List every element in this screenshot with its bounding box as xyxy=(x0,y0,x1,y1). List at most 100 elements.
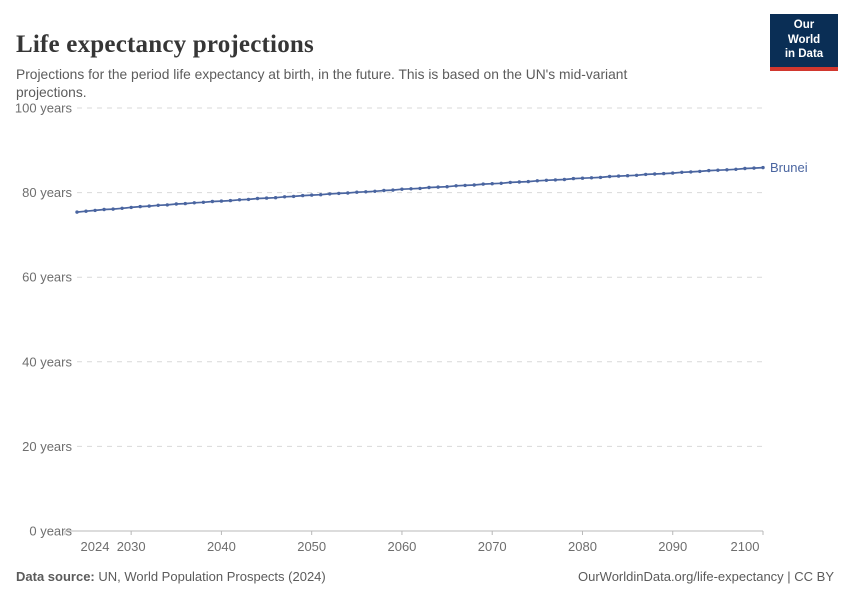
data-point-marker xyxy=(716,168,720,172)
x-axis-tick-label: 2070 xyxy=(478,539,507,554)
data-point-marker xyxy=(427,185,431,190)
data-point-marker xyxy=(743,166,747,171)
data-point-marker xyxy=(689,170,693,174)
data-point-marker xyxy=(382,188,386,193)
data-point-marker xyxy=(210,199,215,204)
data-point-marker xyxy=(282,195,287,199)
data-point-marker xyxy=(445,185,449,189)
data-point-marker xyxy=(707,168,711,173)
footer-source: Data source: UN, World Population Prospe… xyxy=(16,569,326,584)
data-point-marker xyxy=(219,199,224,203)
series-label-brunei[interactable]: Brunei xyxy=(770,160,808,175)
data-point-marker xyxy=(644,172,648,177)
data-point-marker xyxy=(165,203,169,207)
x-axis-tick-label: 2040 xyxy=(207,539,236,554)
data-point-marker xyxy=(634,173,639,177)
y-axis-tick-label: 100 years xyxy=(15,101,73,116)
y-axis-tick-label: 80 years xyxy=(22,185,72,200)
data-point-marker xyxy=(653,172,657,176)
data-point-marker xyxy=(183,201,187,206)
data-point-marker xyxy=(454,184,458,188)
data-point-marker xyxy=(156,203,160,207)
data-point-marker xyxy=(255,196,260,201)
data-point-marker xyxy=(625,174,630,178)
data-point-marker xyxy=(607,174,612,179)
x-axis-tick-label: 2100 xyxy=(731,539,760,554)
data-point-marker xyxy=(120,206,124,210)
data-point-marker xyxy=(598,175,603,180)
data-point-marker xyxy=(273,196,278,200)
owid-logo[interactable]: Our World in Data xyxy=(770,14,838,72)
y-axis-tick-label: 40 years xyxy=(22,354,72,369)
data-point-marker xyxy=(544,178,549,182)
data-point-marker xyxy=(734,167,738,171)
data-point-marker xyxy=(499,181,503,185)
data-point-marker xyxy=(508,180,512,185)
data-point-marker xyxy=(571,176,576,181)
footer-source-text: UN, World Population Prospects (2024) xyxy=(94,569,326,584)
data-point-marker xyxy=(364,190,368,194)
data-point-marker xyxy=(174,202,178,206)
data-point-marker xyxy=(111,207,115,211)
data-point-marker xyxy=(481,182,485,186)
data-point-marker xyxy=(698,169,702,174)
data-point-marker xyxy=(553,178,558,182)
data-point-marker xyxy=(517,180,521,184)
x-axis-tick-label: 2060 xyxy=(387,539,416,554)
data-point-marker xyxy=(129,205,133,210)
data-point-marker xyxy=(373,189,377,193)
x-axis-tick-label: 2090 xyxy=(658,539,687,554)
data-point-marker xyxy=(671,171,675,175)
data-point-marker xyxy=(301,193,305,198)
data-point-marker xyxy=(237,198,242,202)
data-point-marker xyxy=(355,190,359,194)
data-point-marker xyxy=(192,201,196,205)
x-axis-tick-label: 2024 xyxy=(81,539,110,554)
data-point-marker xyxy=(75,210,79,214)
data-point-marker xyxy=(490,182,494,186)
data-point-marker xyxy=(328,192,332,196)
page-title: Life expectancy projections xyxy=(16,30,314,58)
x-axis-tick-label: 2050 xyxy=(297,539,326,554)
data-point-marker xyxy=(246,197,251,202)
data-point-marker xyxy=(102,207,106,212)
data-point-marker xyxy=(147,204,151,208)
data-point-marker xyxy=(463,183,467,188)
data-point-marker xyxy=(662,171,666,176)
data-point-marker xyxy=(319,193,323,197)
data-point-marker xyxy=(93,208,97,213)
data-point-marker xyxy=(562,177,567,182)
y-axis-tick-label: 60 years xyxy=(22,270,72,285)
data-point-marker xyxy=(526,179,530,184)
data-point-marker xyxy=(680,170,684,174)
data-point-marker xyxy=(228,198,233,203)
data-point-marker xyxy=(535,179,539,183)
data-point-marker xyxy=(589,176,594,180)
data-point-marker xyxy=(616,174,621,178)
data-point-marker xyxy=(580,176,585,180)
data-point-marker xyxy=(201,200,206,204)
data-point-marker xyxy=(418,186,422,191)
owid-logo-line2: in Data xyxy=(784,48,824,61)
owid-logo-line1: Our World xyxy=(787,19,821,46)
x-axis-tick-label: 2030 xyxy=(117,539,146,554)
footer-citation[interactable]: OurWorldinData.org/life-expectancy | CC … xyxy=(578,569,834,584)
data-point-marker xyxy=(436,185,440,189)
footer-citation-text: OurWorldinData.org/life-expectancy | CC … xyxy=(577,569,834,584)
chart-subtitle: Projections for the period life expectan… xyxy=(16,66,628,100)
data-point-marker xyxy=(391,188,395,192)
footer-source-label: Data source: xyxy=(16,569,95,584)
data-point-marker xyxy=(84,209,88,213)
data-point-marker xyxy=(337,191,341,196)
data-point-marker xyxy=(761,165,765,170)
data-point-marker xyxy=(264,196,269,200)
data-point-marker xyxy=(472,183,476,187)
data-point-marker xyxy=(409,187,413,191)
data-point-marker xyxy=(725,168,729,172)
y-axis-tick-label: 20 years xyxy=(22,439,72,454)
data-point-marker xyxy=(752,166,756,170)
data-point-marker xyxy=(346,191,350,195)
x-axis-tick-label: 2080 xyxy=(568,539,597,554)
data-point-marker xyxy=(400,187,404,191)
